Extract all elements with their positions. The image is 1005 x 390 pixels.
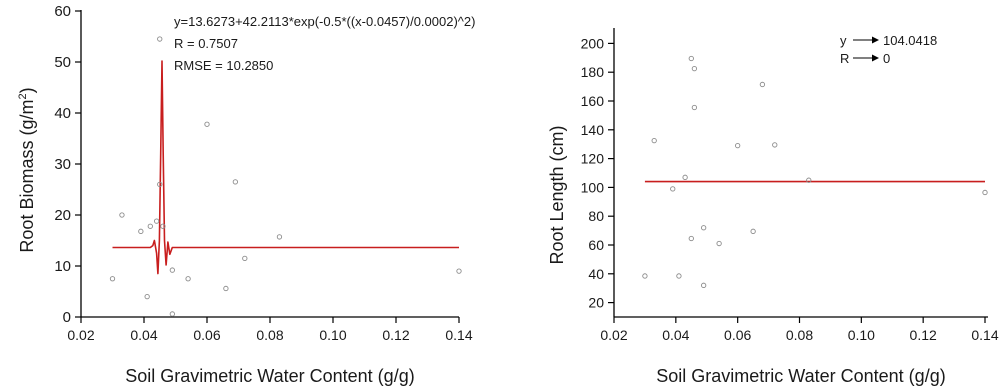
data-point [232,179,239,185]
data-point [772,142,778,148]
data-point [276,234,283,240]
annotation-label: R [840,51,849,66]
data-point [223,285,229,292]
y-tick-label: 60 [54,3,71,20]
fit-r-value: R = 0.7507 [174,36,238,51]
axes [613,28,988,318]
x-ticks: 0.02 0.04 0.06 0.08 0.10 0.12 0.14 [600,317,999,343]
y-tick-label: 100 [581,179,605,195]
fit-rmse: RMSE = 10.2850 [174,58,273,73]
data-point [185,276,191,282]
y-tick-label: 120 [581,151,605,167]
x-axis-label: Soil Gravimetric Water Content (g/g) [125,366,414,386]
x-axis-label: Soil Gravimetric Water Content (g/g) [656,366,945,386]
data-point [759,81,766,88]
x-tick-label: 0.10 [848,327,875,343]
fit-y-annotation: y 104.0418 [840,33,937,48]
x-tick-label: 0.04 [130,327,157,343]
data-point [688,235,694,242]
y-ticks: 20 40 60 80 100 120 140 160 180 200 [581,35,614,311]
y-tick-label: 20 [588,295,604,311]
x-tick-label: 0.06 [193,327,220,343]
x-tick-label: 0.02 [67,327,94,343]
x-tick-label: 0.14 [971,327,998,343]
data-point [735,142,741,149]
axes [80,10,459,318]
y-tick-label: 40 [588,266,604,282]
y-tick-label: 40 [54,105,71,122]
data-point [670,186,676,192]
data-point [701,282,707,288]
y-tick-label: 10 [54,258,71,275]
x-tick-label: 0.08 [786,327,813,343]
data-point [456,268,462,274]
x-tick-label: 0.12 [382,327,409,343]
y-axis-label: Root Length (cm) [547,125,567,264]
x-tick-label: 0.06 [724,327,751,343]
x-tick-label: 0.14 [445,327,472,343]
y-tick-label: 20 [54,207,71,224]
data-point [982,189,988,196]
data-point [169,267,176,273]
data-point [701,225,707,231]
y-tick-label: 60 [588,237,604,253]
data-point [682,174,688,180]
annotation-label: y [840,33,847,48]
y-tick-label: 50 [54,54,71,71]
x-tick-label: 0.10 [319,327,346,343]
fit-r-annotation: R 0 [840,51,890,66]
data-point [109,276,116,282]
y-tick-label: 200 [581,35,605,51]
y-tick-label: 160 [581,93,605,109]
x-tick-label: 0.02 [600,327,627,343]
data-point [160,223,166,229]
data-point [147,223,153,229]
data-point [153,218,160,224]
data-points [642,55,988,288]
x-tick-label: 0.04 [662,327,689,343]
data-point [691,65,698,72]
x-tick-label: 0.08 [256,327,283,343]
arrow-icon [853,54,879,62]
fit-curve [112,60,459,275]
y-tick-label: 140 [581,122,605,138]
y-tick-label: 180 [581,64,605,80]
x-tick-label: 0.12 [910,327,937,343]
annotation-value: 0 [883,51,890,66]
data-point [691,104,698,111]
data-point [651,137,657,144]
fit-equation: y=13.6273+42.2113*exp(-0.5*((x-0.0457)/0… [174,14,475,29]
arrow-icon [853,36,879,44]
data-point [157,181,163,188]
root-length-chart: 0.02 0.04 0.06 0.08 0.10 0.12 0.14 20 40 60 80 100… [547,28,999,386]
y-tick-label: 30 [54,156,71,173]
data-point [806,177,812,183]
data-point [204,121,210,127]
data-point [169,311,176,317]
fit-curve-path [112,60,459,275]
y-tick-label: 80 [588,208,604,224]
data-point [119,212,125,218]
y-tick-label: 0 [63,309,71,326]
y-ticks: 0 10 20 30 40 50 60 [54,3,81,326]
root-biomass-chart: 0.02 0.04 0.06 0.08 0.10 0.12 0.14 0 10 20 30 40 50… [17,3,475,386]
data-point [676,273,682,279]
data-point [688,55,694,62]
data-point [750,228,756,234]
data-point [242,255,248,261]
data-points [109,36,462,317]
data-point [716,240,722,247]
data-point [642,273,648,279]
data-point [144,293,150,300]
y-axis-label: Root Biomass (g/m2) [17,87,37,252]
annotation-value: 104.0418 [883,33,937,48]
data-point [157,36,163,42]
data-point [138,228,144,234]
x-ticks: 0.02 0.04 0.06 0.08 0.10 0.12 0.14 [67,317,473,343]
